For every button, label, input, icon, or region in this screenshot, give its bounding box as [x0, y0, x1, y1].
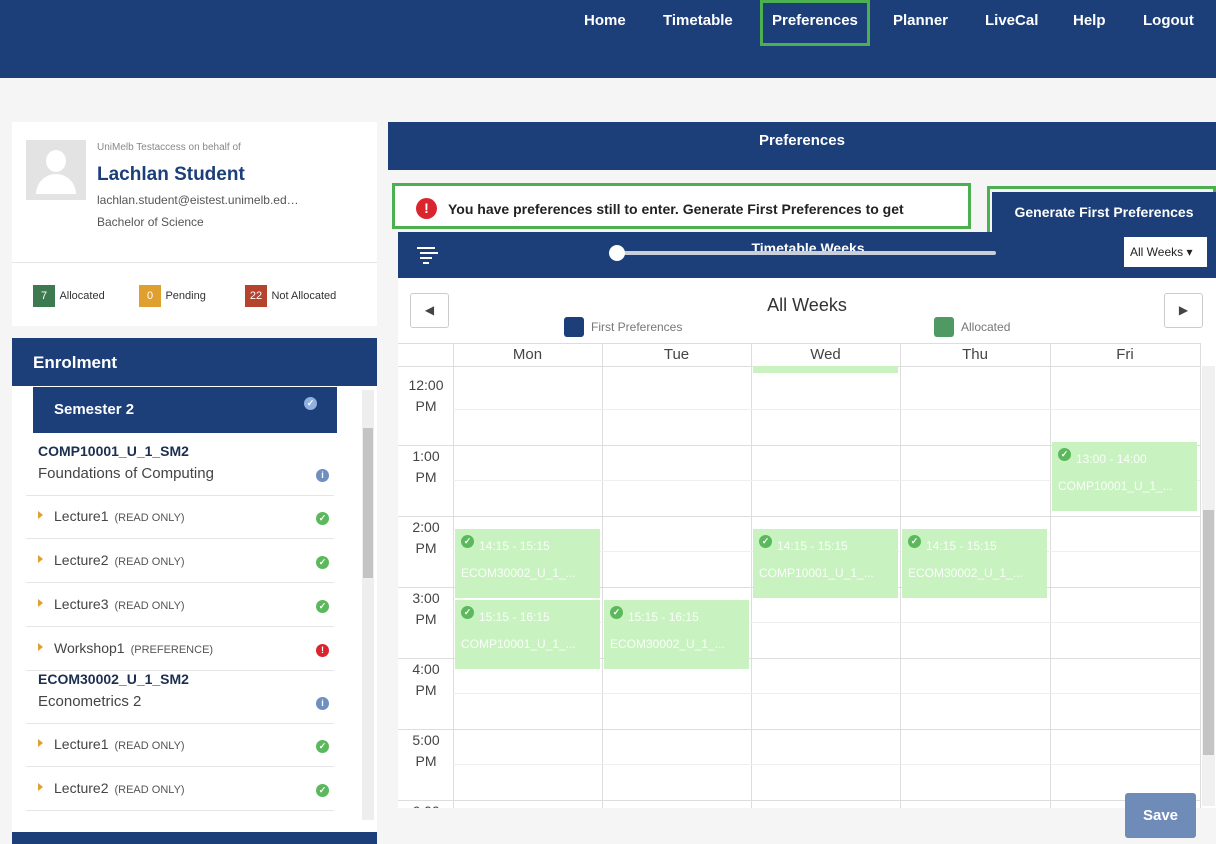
class-mode: (READ ONLY)	[114, 740, 185, 752]
class-item[interactable]: Lecture2 (READ ONLY) ✓	[26, 539, 334, 583]
class-name: Lecture2 (READ ONLY)	[54, 552, 185, 568]
class-label: Lecture3	[54, 596, 109, 612]
nav-preferences[interactable]: Preferences	[772, 12, 858, 29]
arrow	[38, 783, 43, 791]
class-label: Lecture2	[54, 552, 109, 568]
calendar-scrollbar[interactable]	[1202, 366, 1215, 806]
weeks-toolbar: Timetable Weeks All Weeks ▾	[398, 232, 1216, 278]
navbar: Home Timetable Preferences Planner LiveC…	[0, 0, 1216, 78]
legend-first: First Preferences	[591, 320, 683, 334]
class-mode: (READ ONLY)	[114, 512, 185, 524]
semester-label: Semester 2	[54, 401, 135, 418]
class-label: Lecture2	[54, 780, 109, 796]
class-item[interactable]: Workshop1 (PREFERENCE)!	[26, 627, 334, 671]
stat-pending: 0 Pending	[139, 285, 206, 307]
check-icon: ✓	[316, 784, 329, 797]
highlight-box	[760, 0, 870, 46]
check-icon: ✓	[316, 556, 329, 569]
class-mode: (PREFERENCE)	[130, 644, 214, 656]
nav-timetable[interactable]: Timetable	[663, 12, 733, 29]
next-button[interactable]: ▶	[1164, 293, 1203, 328]
subject-name: Foundations of Computing	[38, 465, 214, 482]
class-item[interactable]: Lecture1 (READ ONLY) ✓	[26, 723, 334, 767]
class-item[interactable]: Lecture1 (READ ONLY) ✓	[26, 495, 334, 539]
save-button[interactable]: Save	[1125, 793, 1196, 838]
preferences-header: Preferences	[388, 122, 1216, 170]
nav-help[interactable]: Help	[1073, 12, 1106, 29]
slider-handle[interactable]	[609, 245, 625, 261]
alert-text: You have preferences still to enter. Gen…	[448, 201, 904, 217]
avatar	[26, 140, 86, 200]
class-label: Lecture1	[54, 508, 109, 524]
enrolment-header: Enrolment	[12, 338, 377, 386]
class-mode: (READ ONLY)	[114, 556, 185, 568]
calendar: ◀ ▶ All Weeks First Preferences Allocate…	[398, 278, 1216, 808]
error-icon: !	[316, 644, 329, 657]
arrow	[38, 643, 43, 651]
nav-home[interactable]: Home	[584, 12, 626, 29]
alert-box: ! You have preferences still to enter. G…	[392, 183, 971, 229]
info-icon[interactable]: i	[316, 469, 329, 482]
nav-logout[interactable]: Logout	[1143, 12, 1194, 29]
subject: ECOM30002_U_1_SM2 Econometrics 2 i	[26, 671, 334, 724]
on-behalf: UniMelb Testaccess on behalf of	[97, 142, 241, 153]
class-name: Lecture1 (READ ONLY)	[54, 736, 185, 752]
class-mode: (READ ONLY)	[114, 784, 185, 796]
subject: COMP10001_U_1_SM2 Foundations of Computin…	[26, 443, 334, 496]
legend-allocated: Allocated	[961, 320, 1011, 334]
subject-code: ECOM30002_U_1_SM2	[38, 671, 189, 687]
arrow	[38, 599, 43, 607]
profile-card: UniMelb Testaccess on behalf of Lachlan …	[12, 122, 377, 326]
check-icon: ✓	[316, 512, 329, 525]
weeks-slider[interactable]	[616, 251, 996, 255]
profile-name: Lachlan Student	[97, 164, 245, 185]
class-name: Lecture3 (READ ONLY)	[54, 596, 185, 612]
class-item[interactable]: Lecture2 (READ ONLY) ✓	[26, 767, 334, 811]
check-icon: ✓	[316, 600, 329, 613]
profile-degree: Bachelor of Science	[97, 215, 204, 229]
prev-button[interactable]: ◀	[410, 293, 449, 328]
arrow	[38, 555, 43, 563]
stat-not-allocated: 22 Not Allocated	[245, 285, 336, 307]
nav-planner[interactable]: Planner	[893, 12, 949, 29]
class-name: Workshop1 (PREFERENCE)	[54, 640, 213, 656]
enrolment-title: Enrolment	[33, 353, 118, 372]
preferences-title: Preferences	[759, 132, 845, 149]
check-icon: ✓	[316, 740, 329, 753]
subject-code: COMP10001_U_1_SM2	[38, 443, 189, 459]
generate-button[interactable]: Generate First Preferences	[992, 192, 1216, 232]
arrow	[38, 739, 43, 747]
nav-livecal[interactable]: LiveCal	[985, 12, 1039, 29]
enrolment-panel: Enrolment Semester 2 ✓	[12, 338, 377, 844]
calendar-title: All Weeks	[767, 295, 847, 315]
semester-tab[interactable]: Semester 2 ✓	[33, 387, 337, 433]
scrollbar[interactable]	[362, 390, 374, 820]
weeks-select[interactable]: All Weeks ▾	[1124, 237, 1207, 267]
class-item[interactable]: Lecture3 (READ ONLY) ✓	[26, 583, 334, 627]
info-icon[interactable]: i	[316, 697, 329, 710]
class-name: Lecture1 (READ ONLY)	[54, 508, 185, 524]
class-label: Workshop1	[54, 640, 125, 656]
class-label: Lecture1	[54, 736, 109, 752]
arrow	[38, 511, 43, 519]
subject-name: Econometrics 2	[38, 693, 142, 710]
class-name: Lecture2 (READ ONLY)	[54, 780, 185, 796]
profile-email: lachlan.student@eistest.unimelb.ed…	[97, 193, 299, 207]
stat-allocated: 7 Allocated	[33, 285, 105, 307]
class-mode: (READ ONLY)	[114, 600, 185, 612]
